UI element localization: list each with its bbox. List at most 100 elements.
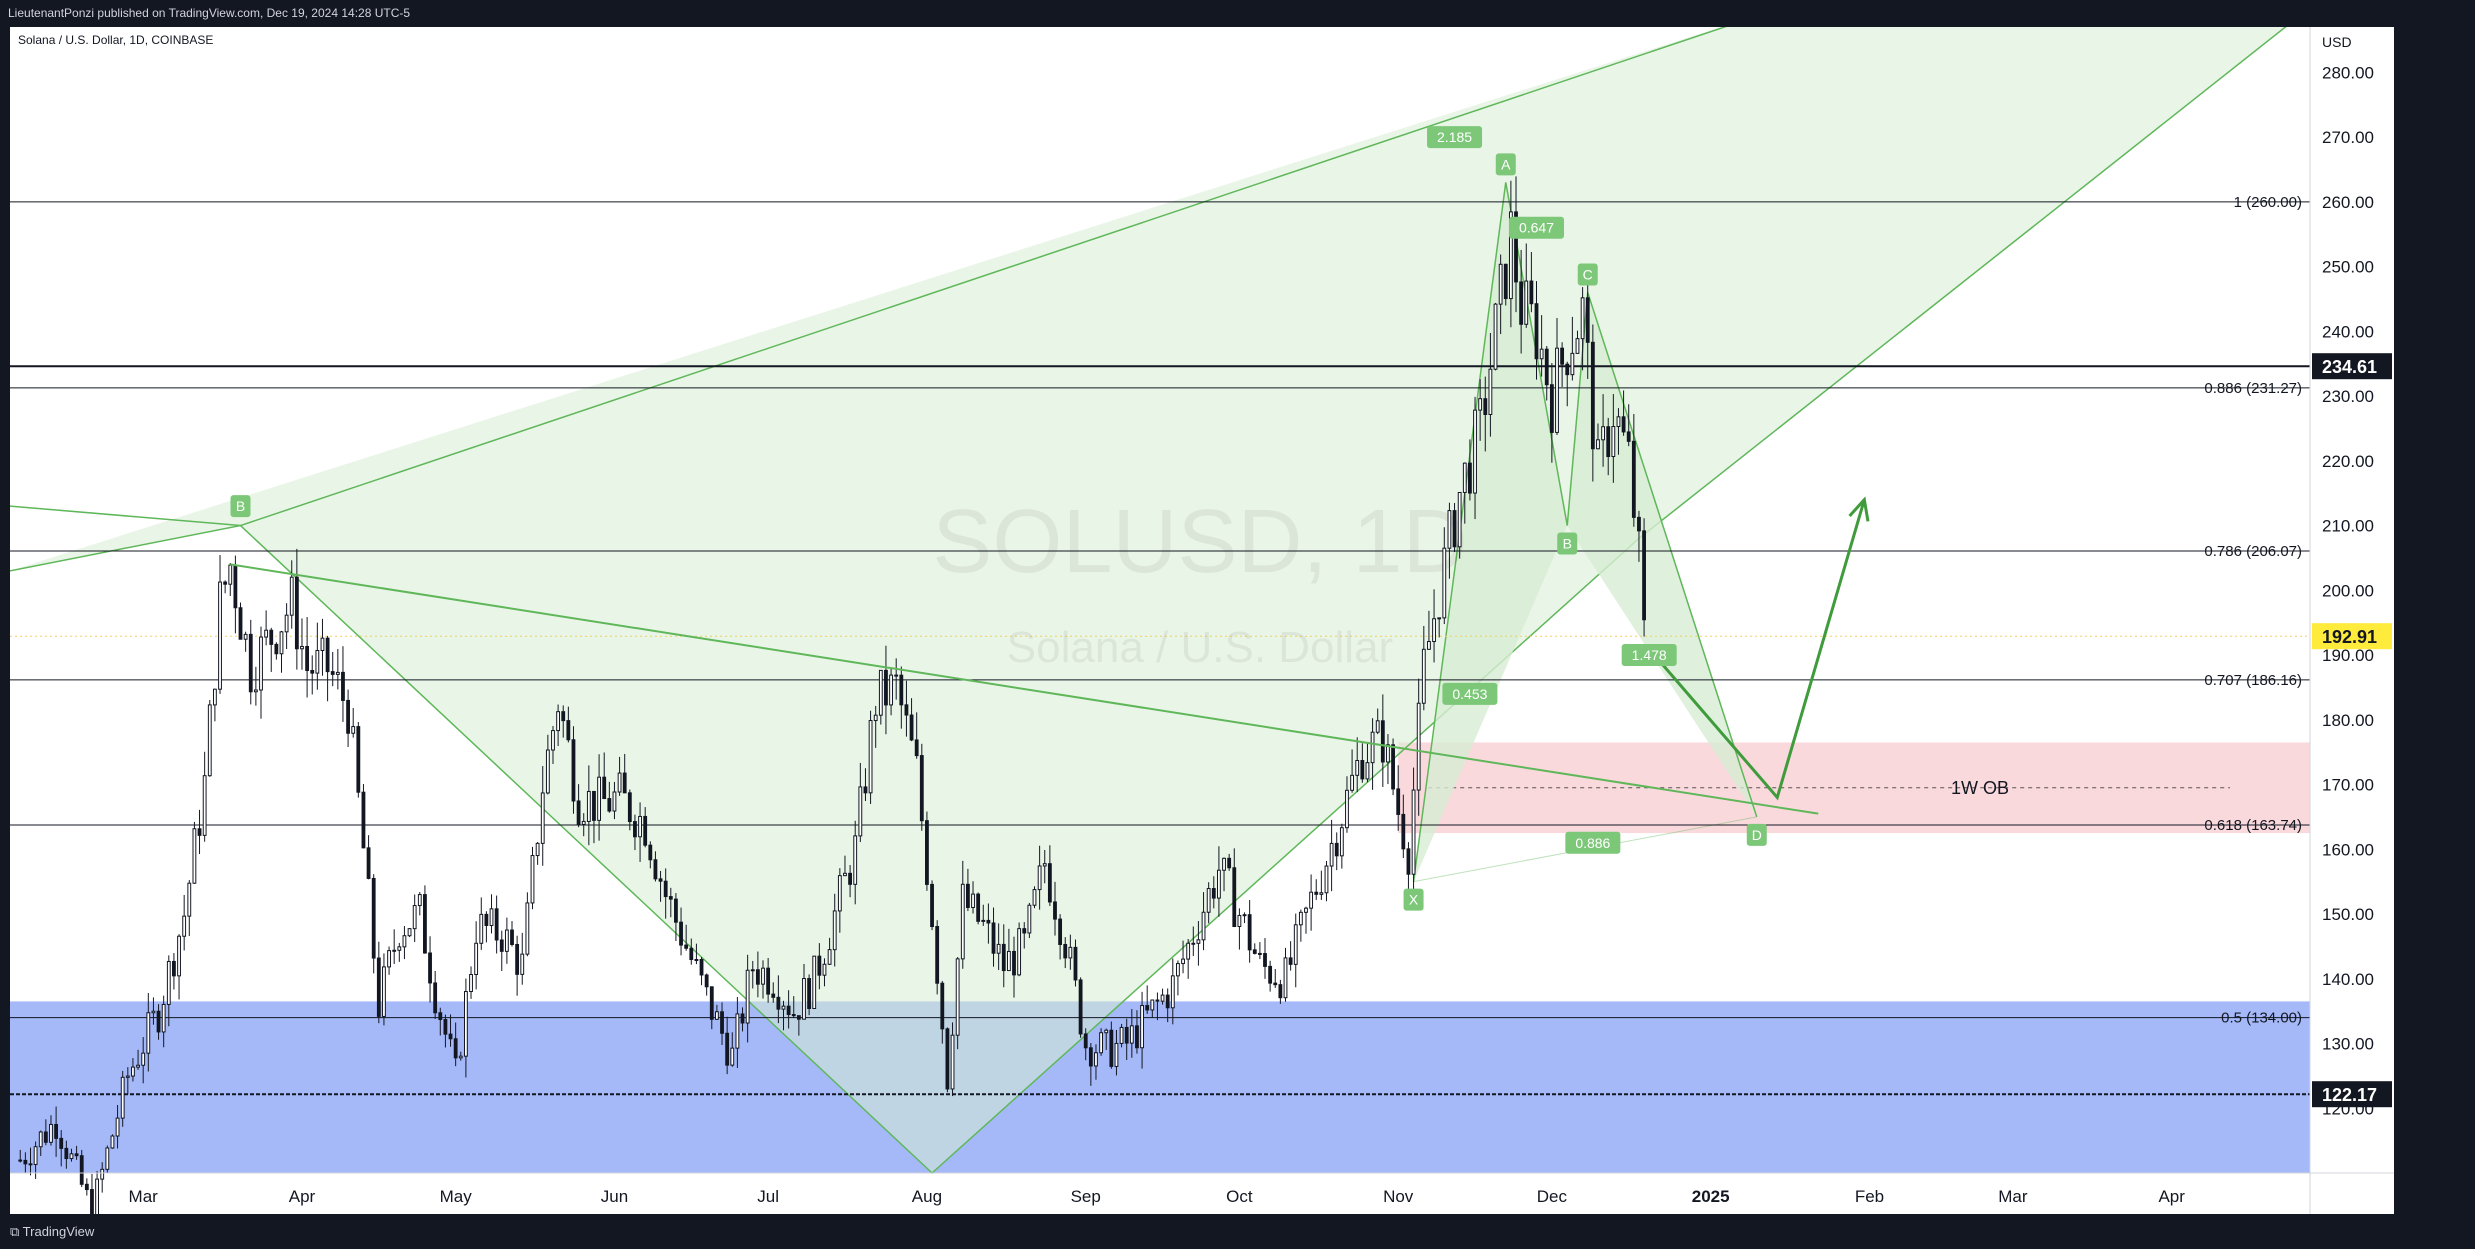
candle-body xyxy=(853,835,858,885)
candle-body xyxy=(991,922,996,954)
fib-level-label-5: 0.5 (134.00) xyxy=(2221,1010,2302,1027)
candle-body xyxy=(1437,617,1442,620)
price-tag-bg-1 xyxy=(2312,623,2392,650)
candle-body xyxy=(1539,348,1544,360)
candle-body xyxy=(1058,918,1063,945)
candle-body xyxy=(1232,867,1237,928)
candle-body xyxy=(848,872,852,885)
tradingview-logo[interactable]: ⧉ TradingView xyxy=(10,1224,94,1240)
candle-body xyxy=(976,893,981,922)
candle-body xyxy=(832,910,837,951)
price-tag-0: 234.61 xyxy=(2322,357,2377,377)
candle-body xyxy=(1544,348,1549,386)
candle-body xyxy=(1001,943,1006,972)
candle-body xyxy=(530,855,535,904)
fib-levels-layer: 1 (260.00) 0.886 (231.27) 0.786 (206.07) 0.… xyxy=(10,194,2310,1096)
candle-body xyxy=(289,576,294,616)
candle-body xyxy=(463,991,468,1057)
candle-body xyxy=(279,631,284,655)
candle-body xyxy=(1247,914,1252,951)
candle-body xyxy=(925,820,929,885)
candle-body xyxy=(1637,516,1641,532)
candle-body xyxy=(1160,994,1165,1002)
candle-body xyxy=(1621,416,1626,433)
candle-body xyxy=(387,950,391,968)
candle-body xyxy=(884,669,888,706)
candle-body xyxy=(1626,431,1631,442)
candle-body xyxy=(274,643,279,655)
candle-body xyxy=(1355,760,1360,776)
candle-body xyxy=(110,1135,115,1149)
candle-body xyxy=(438,1012,443,1021)
candle-body xyxy=(689,947,694,961)
watermark: SOLUSD, 1D Solana / U.S. Dollar xyxy=(932,492,1467,672)
candle-body xyxy=(499,939,504,952)
candle-body xyxy=(617,772,622,793)
candle-body xyxy=(197,828,202,836)
candle-body xyxy=(1611,426,1616,458)
candle-body xyxy=(1570,352,1575,376)
chart-frame[interactable]: 1W OB 1 (260.00) 0.886 (231.27) 0.786 (206… xyxy=(10,27,2394,1214)
candle-body xyxy=(1104,1029,1109,1034)
candle-body xyxy=(397,946,402,951)
y-tick-label: 200.00 xyxy=(2322,581,2374,600)
candle-body xyxy=(812,955,817,1009)
candle-body xyxy=(243,633,248,640)
candle-body xyxy=(1283,957,1288,999)
pattern-point-x-bg xyxy=(1403,888,1424,911)
candle-body xyxy=(1273,982,1278,986)
candle-body xyxy=(1524,280,1529,325)
candle-body xyxy=(1549,384,1554,433)
candle-body xyxy=(1606,426,1611,458)
candle-body xyxy=(146,1012,151,1054)
price-tag-2: 122.17 xyxy=(2322,1085,2377,1105)
chart-canvas[interactable]: 1W OB 1 (260.00) 0.886 (231.27) 0.786 (206… xyxy=(10,27,2394,1214)
candle-body xyxy=(735,1013,740,1049)
candle-body xyxy=(940,982,945,1030)
projection-arrowhead xyxy=(1848,496,1870,522)
candle-body xyxy=(535,842,540,857)
candle-body xyxy=(1365,762,1370,780)
candle-body xyxy=(1473,409,1477,494)
candle-body xyxy=(1063,943,1068,959)
candle-body xyxy=(115,1117,120,1137)
candle-body xyxy=(1314,891,1319,895)
pattern-ratio-4-bg xyxy=(1565,831,1621,854)
drawings-layer xyxy=(230,496,1870,815)
candle-body xyxy=(1396,788,1401,815)
candle-body xyxy=(909,714,914,741)
candle-body xyxy=(1483,398,1488,415)
candle-body xyxy=(1488,368,1493,415)
candle-body xyxy=(1293,924,1298,965)
candle-body xyxy=(878,669,883,716)
price-axis-bg xyxy=(2310,27,2394,1214)
candle-body xyxy=(259,636,263,691)
harmonic-left-line-2 xyxy=(240,27,1727,527)
candle-body xyxy=(315,649,320,674)
candle-body xyxy=(1370,731,1375,764)
price-tag-bg-0 xyxy=(2312,353,2392,380)
candle-body xyxy=(1298,911,1303,926)
y-tick-label: 170.00 xyxy=(2322,776,2374,795)
y-tick-label: 180.00 xyxy=(2322,711,2374,730)
candle-body xyxy=(1211,888,1216,899)
candle-body xyxy=(919,755,924,822)
candle-body xyxy=(1514,211,1518,283)
candle-body xyxy=(771,993,776,998)
candle-body xyxy=(1427,641,1431,650)
candle-body xyxy=(238,607,243,640)
pattern-point-b-bg xyxy=(1557,532,1578,555)
candle-body xyxy=(218,581,222,690)
candle-body xyxy=(448,1033,453,1040)
candle-body xyxy=(1468,462,1472,494)
candle-body xyxy=(730,1047,735,1066)
candle-body xyxy=(1053,901,1057,920)
candle-body xyxy=(1575,338,1580,354)
watermark-ticker: SOLUSD, 1D xyxy=(932,492,1467,592)
candle-body xyxy=(740,1013,745,1024)
candle-body xyxy=(284,614,289,633)
candle-body xyxy=(458,1055,463,1059)
watermark-name: Solana / U.S. Dollar xyxy=(1007,623,1393,672)
y-tick-label: 280.00 xyxy=(2322,63,2374,82)
candle-body xyxy=(822,963,827,976)
